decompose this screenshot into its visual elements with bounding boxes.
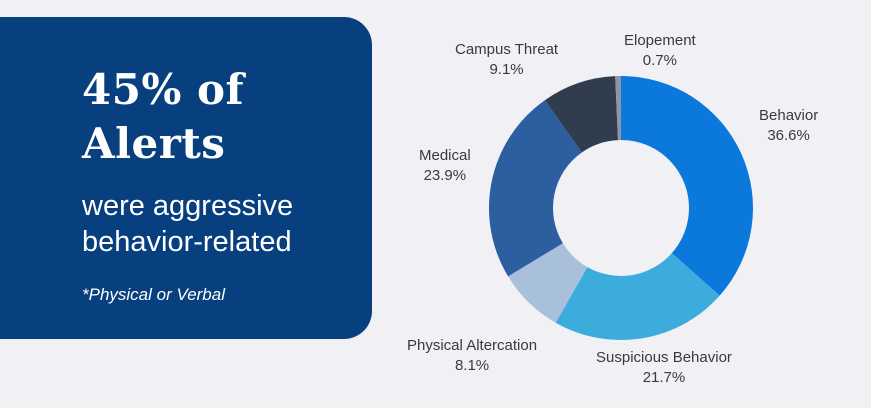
slice-physical-altercation (508, 243, 588, 323)
headline: 45% of Alerts (82, 63, 244, 171)
slice-campus-threat (544, 76, 619, 153)
slice-elopement (615, 76, 621, 141)
label-value: 8.1% (454, 357, 490, 374)
label-name: Elopement (624, 32, 696, 49)
label-campus-threat: Campus Threat 9.1% (455, 40, 558, 80)
callout-panel: 45% of Alerts were aggressive behavior-r… (0, 17, 372, 339)
label-value: 21.7% (642, 369, 686, 386)
label-name: Medical (419, 147, 471, 164)
label-name: Physical Altercation (407, 337, 538, 354)
headline-line-1: 45% of (82, 65, 245, 114)
label-elopement: Elopement 0.7% (624, 31, 696, 71)
label-physical-altercation: Physical Altercation 8.1% (407, 336, 537, 376)
label-name: Behavior (759, 107, 819, 124)
slice-behavior (621, 76, 753, 296)
subheadline: were aggressive behavior-related (82, 188, 293, 260)
label-value: 9.1% (489, 61, 524, 78)
label-name: Suspicious Behavior (596, 349, 732, 366)
label-name: Campus Threat (455, 41, 559, 58)
label-medical: Medical 23.9% (419, 146, 471, 186)
subheadline-line-2: behavior-related (82, 226, 292, 258)
label-suspicious-behavior: Suspicious Behavior 21.7% (596, 348, 732, 388)
label-value: 0.7% (642, 52, 677, 69)
subheadline-line-1: were aggressive (82, 190, 294, 222)
label-value: 36.6% (767, 127, 810, 144)
headline-line-2: Alerts (82, 119, 226, 168)
label-value: 23.9% (423, 167, 467, 184)
slice-medical (489, 100, 582, 277)
footnote: *Physical or Verbal (82, 285, 225, 304)
slice-suspicious-behavior (555, 253, 720, 341)
label-behavior: Behavior 36.6% (759, 106, 818, 146)
